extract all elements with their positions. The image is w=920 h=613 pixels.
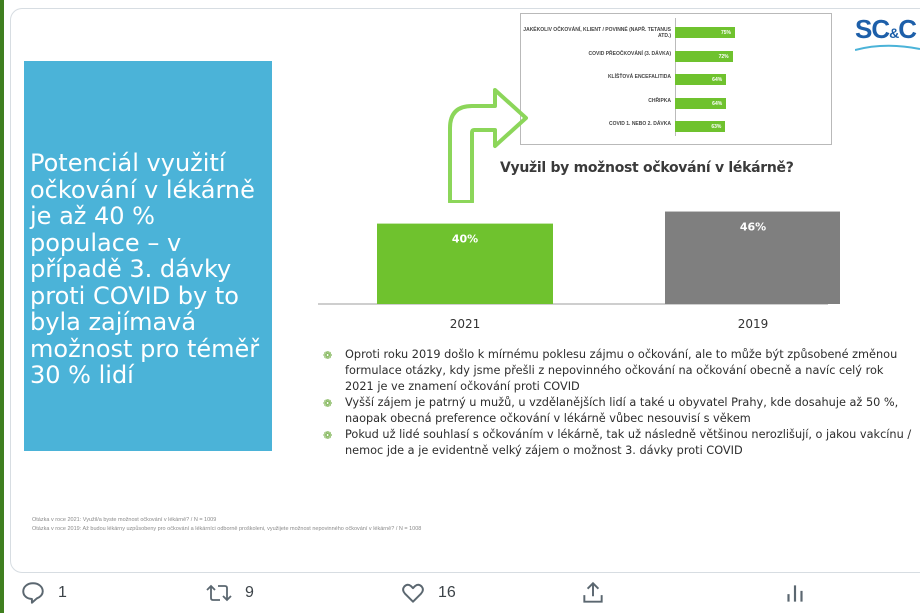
chart-category-label: 2021 [450,317,481,331]
mini-chart-label: CHŘIPKA [648,97,671,104]
headline-panel [24,61,272,451]
main-bar-chart: 40% 2021 46% 2019 [318,211,840,331]
bullet-icon: ❁ [323,349,333,362]
mini-bar-chart: JAKÉKOLIV OČKOVÁNÍ, KLIENT / POVINNÉ (NA… [520,13,832,145]
chart-category-label: 2019 [738,317,769,331]
retweet-button[interactable]: 9 [205,578,254,608]
share-button[interactable] [580,578,606,608]
mini-chart-bar: 72% [675,50,733,62]
bullet-icon: ❁ [323,397,333,410]
mini-chart-value: 75% [720,30,731,36]
bullet-item: ❁ Vyšší zájem je patrný u mužů, u vzdělan… [323,395,913,427]
bullet-item: ❁ Oproti roku 2019 došlo k mírnému pokles… [323,347,913,395]
chart-bar-2021 [377,223,553,304]
company-logo: SC&C [855,14,917,44]
mini-chart-value: 72% [718,53,729,60]
chart-data-label: 46% [740,221,766,234]
mini-chart-label: COVID PŘEOČKOVÁNÍ (3. DÁVKA) [588,50,671,57]
mini-chart-bar: 63% [675,121,726,132]
mini-chart-value: 64% [712,100,723,107]
bullet-list: ❁ Oproti roku 2019 došlo k mírnému pokles… [323,347,913,459]
retweet-count: 9 [245,584,254,601]
mini-chart-label: COVID 1. NEBO 2. DÁVKA [609,121,671,127]
mini-chart-row: COVID PŘEOČKOVÁNÍ (3. DÁVKA) 72% [521,50,833,64]
like-count: 16 [438,584,456,601]
logo-swoosh-icon [855,44,920,51]
chart-data-label: 40% [452,233,478,246]
analytics-button[interactable] [782,578,808,608]
bullet-item: ❁ Pokud už lidé souhlasí s očkováním v lé… [323,427,913,459]
mini-chart-bar: 64% [675,74,727,85]
analytics-icon [787,585,803,602]
reply-count: 1 [58,584,67,601]
share-icon [583,581,603,603]
mini-chart-label: JAKÉKOLIV OČKOVÁNÍ, KLIENT / POVINNÉ (NA… [523,27,671,39]
retweet-icon [206,584,232,602]
chart-title: Využil by možnost očkování v lékárně? [500,160,794,176]
mini-chart-row: CHŘIPKA 64% [521,97,833,111]
tweet-action-bar: 1 9 16 [0,573,920,613]
mini-chart-row: COVID 1. NEBO 2. DÁVKA 63% [521,120,833,134]
bullet-text: Vyšší zájem je patrný u mužů, u vzdělaně… [345,396,899,425]
footnote-2021: Otázka v roce 2021: Využil/a byste možno… [32,517,217,523]
reply-icon [22,582,44,604]
bullet-text: Pokud už lidé souhlasí s očkováním v lék… [345,428,912,457]
curved-arrow-icon [448,88,528,203]
bullet-text: Oproti roku 2019 došlo k mírnému poklesu… [345,348,898,393]
left-accent-bar [0,0,4,613]
bullet-icon: ❁ [323,429,333,442]
like-button[interactable]: 16 [400,578,456,608]
mini-chart-bar: 64% [675,97,727,109]
heart-icon [402,583,424,603]
footnote-2019: Otázka v roce 2019: Až budou lékárny uzp… [32,526,422,532]
mini-chart-value: 63% [711,124,722,130]
mini-chart-row: JAKÉKOLIV OČKOVÁNÍ, KLIENT / POVINNÉ (NA… [521,26,833,40]
reply-button[interactable]: 1 [20,578,67,608]
slide-headline: Potenciál využití očkování v lékárně je … [30,149,260,389]
mini-chart-value: 64% [712,77,723,83]
mini-chart-label: KLÍŠŤOVÁ ENCEFALITIDA [607,74,671,80]
mini-chart-row: KLÍŠŤOVÁ ENCEFALITIDA 64% [521,73,833,87]
mini-chart-bar: 75% [675,27,735,38]
chart-bar-2019 [665,211,840,304]
